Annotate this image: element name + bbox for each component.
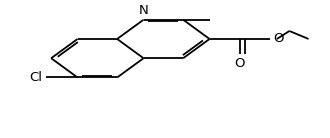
Text: Cl: Cl — [29, 71, 42, 84]
Text: N: N — [139, 4, 148, 17]
Text: O: O — [274, 32, 284, 46]
Text: O: O — [235, 57, 245, 70]
